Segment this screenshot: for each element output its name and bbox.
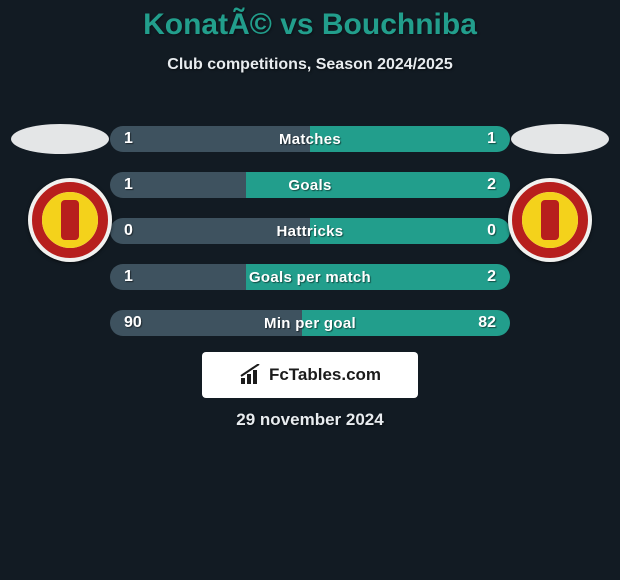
badge-inner [42, 192, 98, 248]
stat-label: Goals [110, 177, 510, 194]
player-oval [511, 124, 609, 154]
stat-value-right: 82 [478, 314, 496, 332]
stat-value-right: 1 [487, 130, 496, 148]
stat-label: Min per goal [110, 315, 510, 332]
stat-value-right: 0 [487, 222, 496, 240]
stat-pill: 0Hattricks0 [110, 218, 510, 244]
club-badge [28, 178, 112, 262]
player-oval [11, 124, 109, 154]
badge-stripe [61, 200, 79, 240]
stat-value-right: 2 [487, 268, 496, 286]
stat-row: 0Hattricks0 [110, 218, 510, 244]
stat-pill: 1Goals per match2 [110, 264, 510, 290]
stat-row: 90Min per goal82 [110, 310, 510, 336]
stat-value-right: 2 [487, 176, 496, 194]
badge-inner [522, 192, 578, 248]
subtitle: Club competitions, Season 2024/2025 [0, 56, 620, 74]
stat-pill: 1Matches1 [110, 126, 510, 152]
stat-label: Goals per match [110, 269, 510, 286]
stat-row: 1Matches1 [110, 126, 510, 152]
bar-chart-icon [239, 364, 263, 386]
page-title: KonatÃ© vs Bouchniba [0, 0, 620, 42]
fctables-logo: FcTables.com [202, 352, 418, 398]
stat-label: Hattricks [110, 223, 510, 240]
club-badge [508, 178, 592, 262]
stat-label: Matches [110, 131, 510, 148]
stat-pill: 90Min per goal82 [110, 310, 510, 336]
stat-row: 1Goals2 [110, 172, 510, 198]
badge-stripe [541, 200, 559, 240]
stat-row: 1Goals per match2 [110, 264, 510, 290]
logo-text: FcTables.com [269, 365, 381, 385]
comparison-card: KonatÃ© vs Bouchniba Club competitions, … [0, 0, 620, 580]
date-text: 29 november 2024 [0, 410, 620, 430]
stat-pill: 1Goals2 [110, 172, 510, 198]
